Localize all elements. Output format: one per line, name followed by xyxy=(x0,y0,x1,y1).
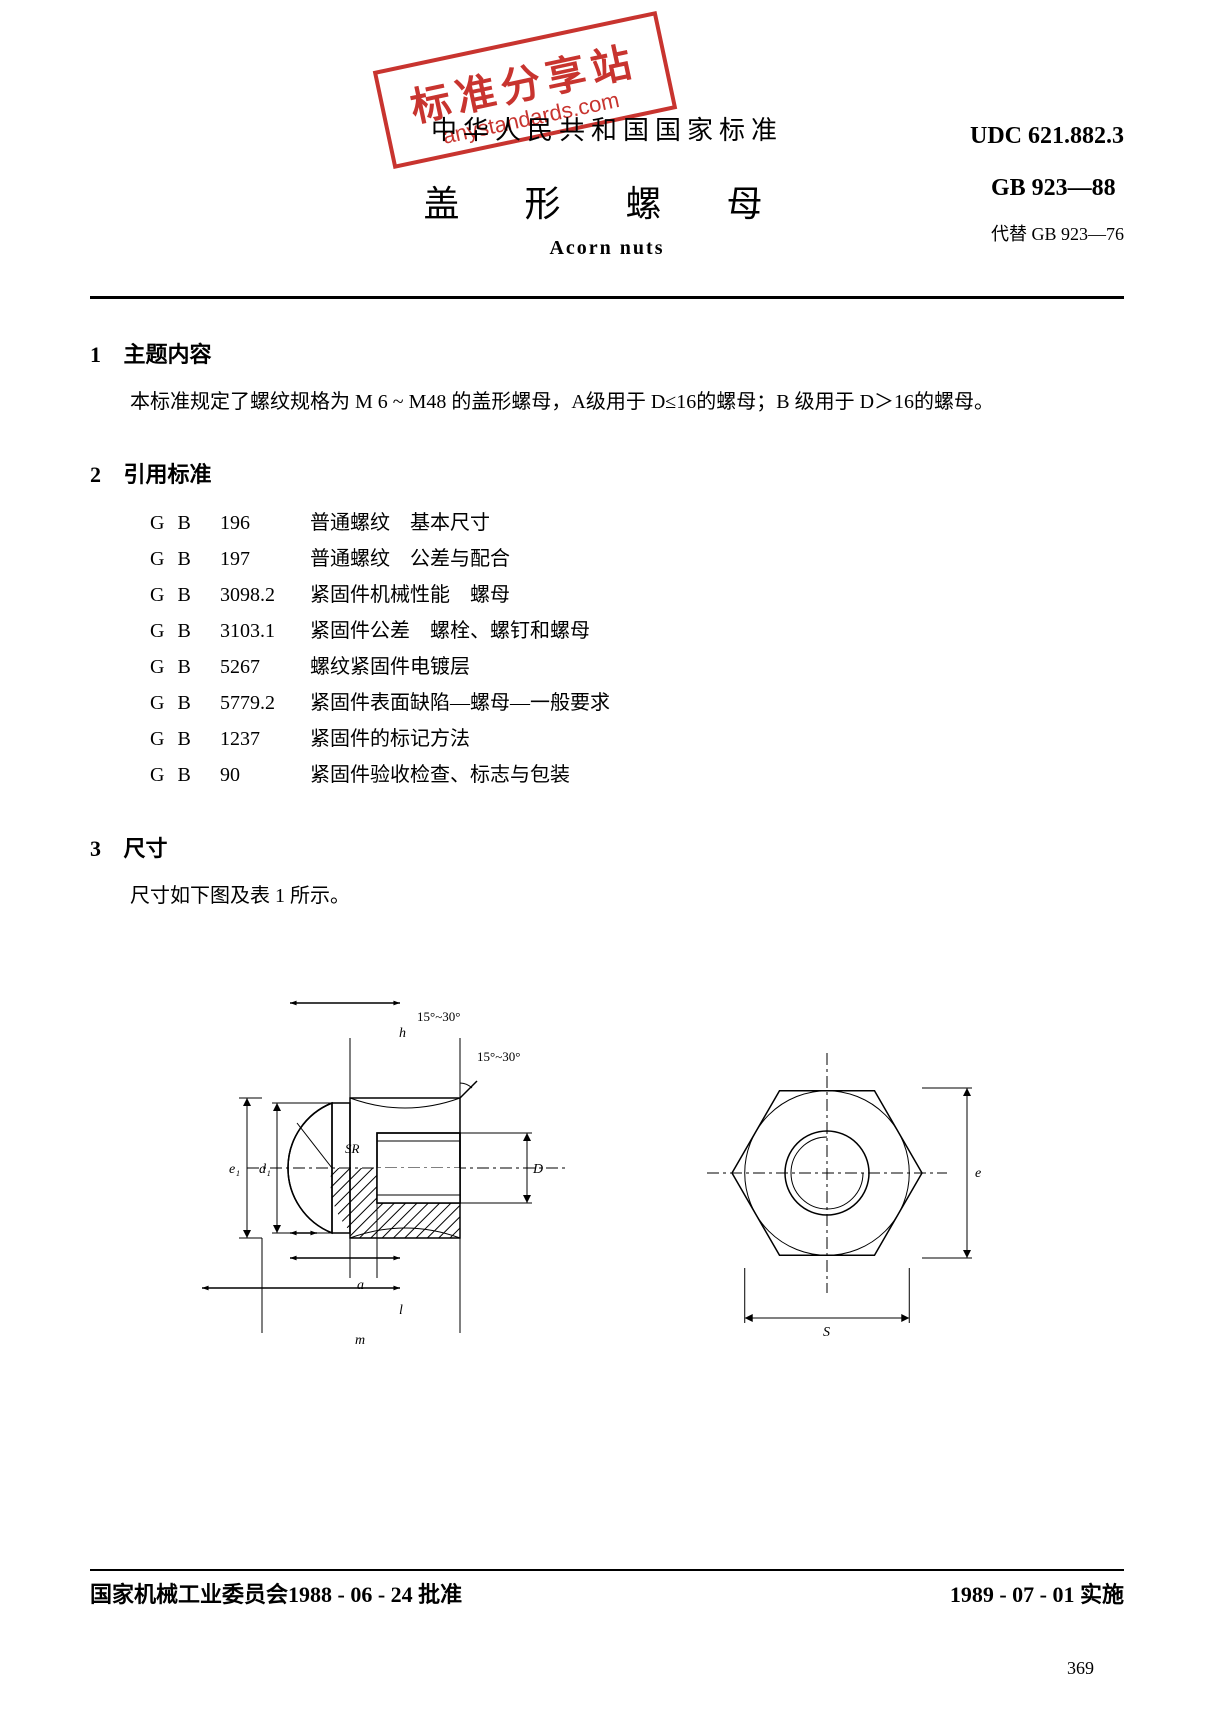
codes-block: GB 923—88 代替 GB 923—76 xyxy=(991,175,1124,246)
svg-text:h: h xyxy=(399,1026,406,1041)
svg-text:15°~30°: 15°~30° xyxy=(477,1049,520,1064)
svg-text:S: S xyxy=(823,1325,830,1340)
gb-code: GB 923—88 xyxy=(991,175,1124,202)
section-1-num: 1 xyxy=(90,342,118,368)
reference-item: G B90紧固件验收检查、标志与包装 xyxy=(150,757,1124,793)
svg-text:e: e xyxy=(975,1166,981,1181)
reference-item: G B196普通螺纹 基本尺寸 xyxy=(150,505,1124,541)
udc-code: UDC 621.882.3 xyxy=(970,123,1124,150)
country-line: 中华人民共和国国家标准 xyxy=(90,110,1124,147)
reference-item: G B5779.2紧固件表面缺陷—螺母—一般要求 xyxy=(150,685,1124,721)
title-row: UDC 621.882.3 盖 形 螺 母 Acorn nuts GB 923—… xyxy=(90,175,1124,260)
svg-text:l: l xyxy=(399,1303,403,1318)
section-1-title: 主题内容 xyxy=(124,342,212,367)
section-1-head: 1 主题内容 xyxy=(90,337,1124,369)
acorn-nut-diagram: 15°~30° SR h Dd₁ e₁ a l m 15°~30° Se xyxy=(217,963,997,1383)
reference-item: G B1237紧固件的标记方法 xyxy=(150,721,1124,757)
figure-area: 15°~30° SR h Dd₁ e₁ a l m 15°~30° Se xyxy=(90,963,1124,1388)
footer: 国家机械工业委员会1988 - 06 - 24 批准 1989 - 07 - 0… xyxy=(90,1569,1124,1609)
reference-list: G B196普通螺纹 基本尺寸G B197普通螺纹 公差与配合G B3098.2… xyxy=(150,505,1124,793)
header: 中华人民共和国国家标准 UDC 621.882.3 盖 形 螺 母 Acorn … xyxy=(90,110,1124,299)
title-cn: 盖 形 螺 母 xyxy=(90,175,1124,227)
svg-text:SR: SR xyxy=(345,1141,360,1156)
page-number: 369 xyxy=(1067,1658,1094,1679)
reference-item: G B5267螺纹紧固件电镀层 xyxy=(150,649,1124,685)
title-en: Acorn nuts xyxy=(90,237,1124,260)
reference-item: G B3098.2紧固件机械性能 螺母 xyxy=(150,577,1124,613)
header-rule xyxy=(90,296,1124,299)
section-3-head: 3 尺寸 xyxy=(90,831,1124,863)
svg-text:15°~30°: 15°~30° xyxy=(417,1009,460,1024)
svg-text:a: a xyxy=(357,1278,364,1293)
svg-text:d₁: d₁ xyxy=(259,1162,271,1177)
reference-item: G B197普通螺纹 公差与配合 xyxy=(150,541,1124,577)
page: 标准分享站 anystandards.com 中华人民共和国国家标准 UDC 6… xyxy=(0,0,1214,1719)
section-2-num: 2 xyxy=(90,462,118,488)
svg-text:m: m xyxy=(355,1333,365,1348)
svg-text:e₁: e₁ xyxy=(229,1162,240,1177)
section-2-head: 2 引用标准 xyxy=(90,457,1124,489)
svg-text:D: D xyxy=(532,1162,543,1177)
section-3-body: 尺寸如下图及表 1 所示。 xyxy=(90,879,1124,913)
replace-code: 代替 GB 923—76 xyxy=(991,220,1124,246)
section-2-title: 引用标准 xyxy=(124,462,212,487)
footer-approval: 国家机械工业委员会1988 - 06 - 24 批准 xyxy=(90,1577,462,1609)
section-3-num: 3 xyxy=(90,836,118,862)
section-1-body: 本标准规定了螺纹规格为 M 6 ~ M48 的盖形螺母，A级用于 D≤16的螺母… xyxy=(90,385,1124,419)
section-3-title: 尺寸 xyxy=(124,836,168,861)
reference-item: G B3103.1紧固件公差 螺栓、螺钉和螺母 xyxy=(150,613,1124,649)
footer-effective: 1989 - 07 - 01 实施 xyxy=(950,1577,1124,1609)
